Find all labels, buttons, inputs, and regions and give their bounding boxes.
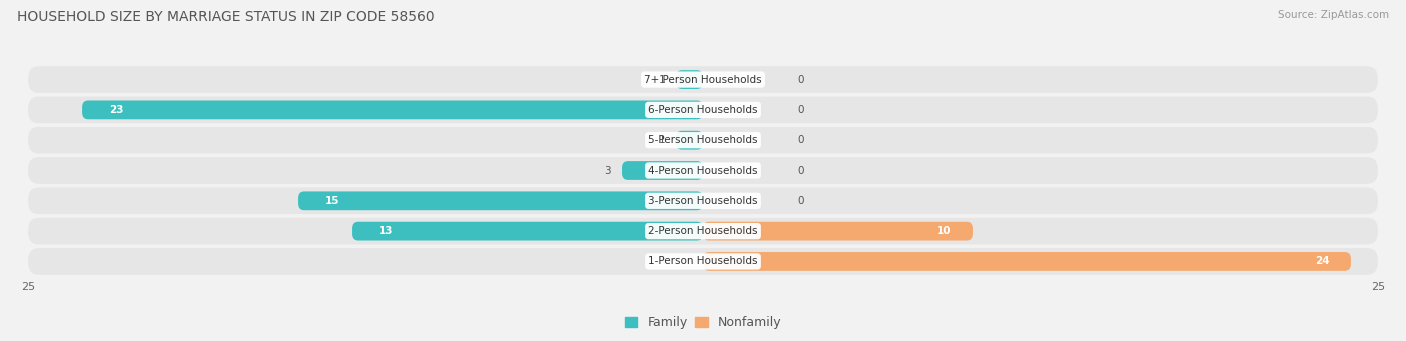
Text: 10: 10 [936,226,952,236]
FancyBboxPatch shape [298,191,703,210]
Text: 0: 0 [797,165,804,176]
Text: 0: 0 [797,196,804,206]
FancyBboxPatch shape [28,188,1378,214]
Text: 3: 3 [605,165,612,176]
Text: 6-Person Households: 6-Person Households [648,105,758,115]
Text: 2-Person Households: 2-Person Households [648,226,758,236]
FancyBboxPatch shape [352,222,703,240]
FancyBboxPatch shape [28,66,1378,93]
FancyBboxPatch shape [28,157,1378,184]
Legend: Family, Nonfamily: Family, Nonfamily [620,311,786,335]
FancyBboxPatch shape [28,218,1378,244]
Text: 1-Person Households: 1-Person Households [648,256,758,266]
FancyBboxPatch shape [621,161,703,180]
Text: 15: 15 [325,196,340,206]
FancyBboxPatch shape [703,252,1351,271]
Text: 0: 0 [797,105,804,115]
Text: Source: ZipAtlas.com: Source: ZipAtlas.com [1278,10,1389,20]
Text: 5-Person Households: 5-Person Households [648,135,758,145]
FancyBboxPatch shape [676,131,703,150]
Text: 0: 0 [797,135,804,145]
FancyBboxPatch shape [28,97,1378,123]
Text: 1: 1 [658,75,665,85]
Text: 4-Person Households: 4-Person Households [648,165,758,176]
FancyBboxPatch shape [703,222,973,240]
Text: 0: 0 [797,75,804,85]
FancyBboxPatch shape [28,127,1378,153]
FancyBboxPatch shape [676,70,703,89]
Text: 24: 24 [1315,256,1329,266]
Text: 7+ Person Households: 7+ Person Households [644,75,762,85]
FancyBboxPatch shape [82,101,703,119]
Text: 3-Person Households: 3-Person Households [648,196,758,206]
Text: 23: 23 [110,105,124,115]
FancyBboxPatch shape [28,248,1378,275]
Text: 13: 13 [380,226,394,236]
Text: 1: 1 [658,135,665,145]
Text: HOUSEHOLD SIZE BY MARRIAGE STATUS IN ZIP CODE 58560: HOUSEHOLD SIZE BY MARRIAGE STATUS IN ZIP… [17,10,434,24]
